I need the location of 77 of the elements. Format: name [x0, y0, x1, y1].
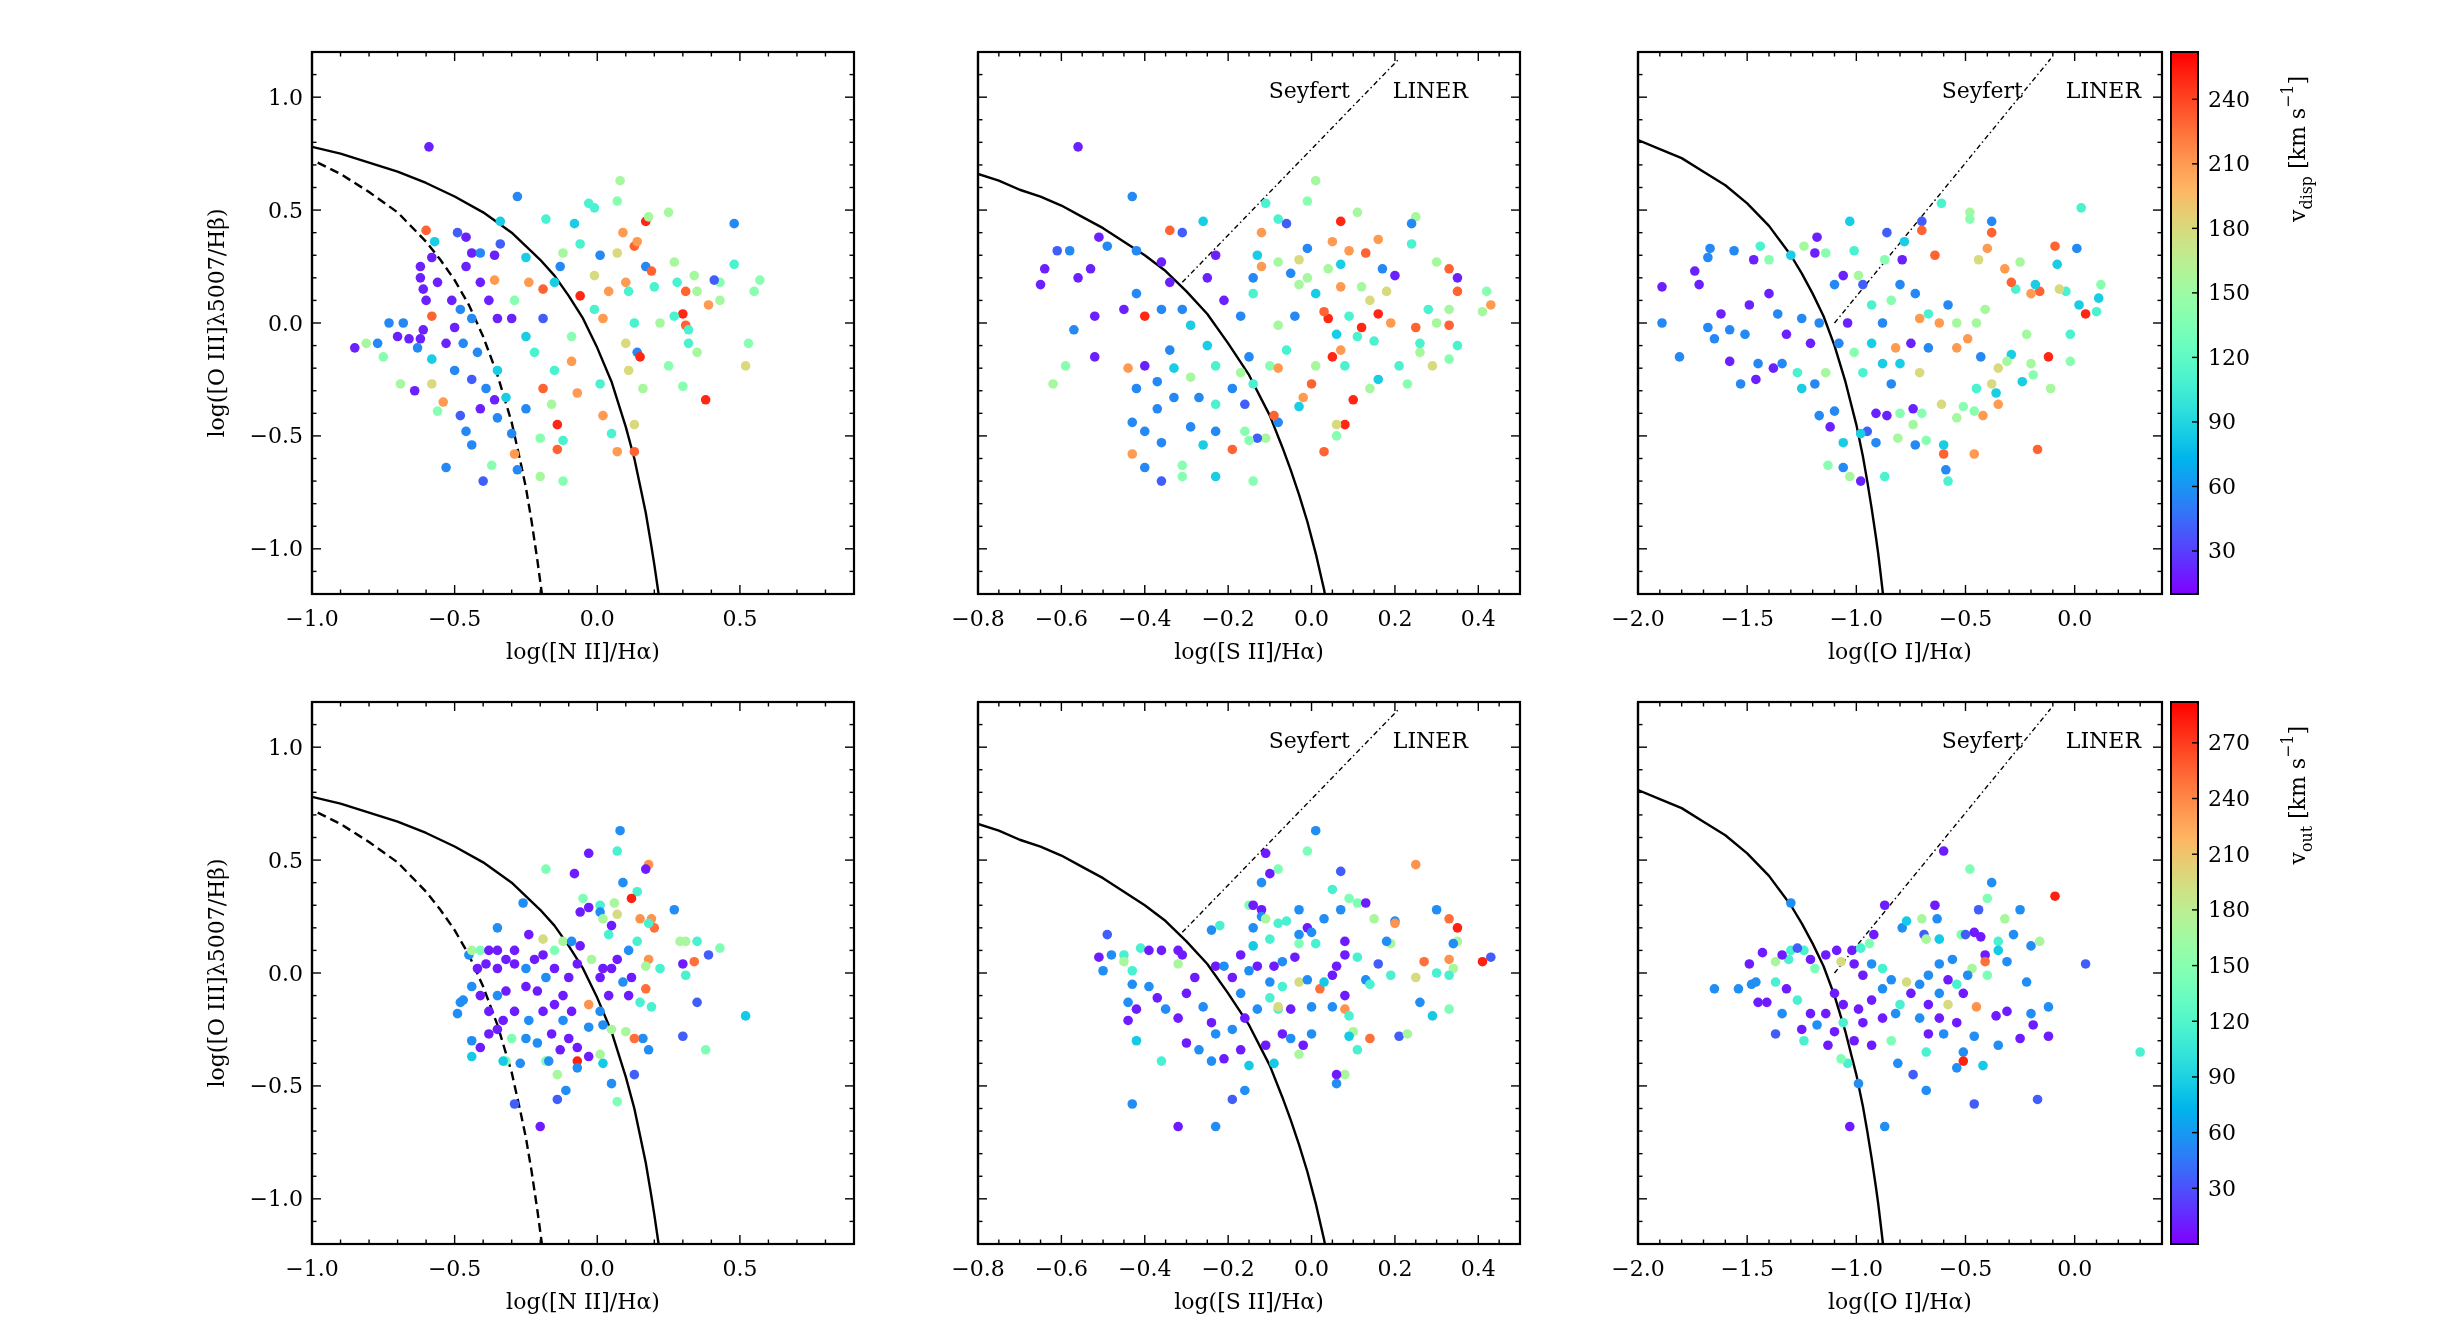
x-tick-label: −1.0 — [285, 1255, 339, 1281]
x-tick-label: −0.4 — [1118, 605, 1172, 631]
color-bar-label: 210 — [2208, 151, 2250, 177]
x-tick-label: 0.5 — [722, 605, 758, 631]
x-tick-label: 0.4 — [1460, 605, 1496, 631]
x-tick-label: −1.0 — [285, 605, 339, 631]
x-tick-label: −0.6 — [1034, 605, 1089, 631]
y-tick-label: −0.5 — [249, 1073, 303, 1099]
y-tick-label: −1.0 — [249, 1186, 303, 1212]
color-bar-label: 210 — [2208, 841, 2250, 867]
annotation: LINER — [1392, 727, 1470, 753]
color-bar-label: 60 — [2208, 1120, 2236, 1146]
x-tick-label: −0.5 — [1938, 605, 1993, 631]
color-bar-label: 150 — [2208, 280, 2250, 306]
x-axis-title: log([O I]/Hα) — [1828, 1288, 1972, 1314]
x-tick-label: −2.0 — [1611, 1255, 1665, 1281]
color-bar-label: 180 — [2208, 215, 2250, 241]
x-tick-label: −1.5 — [1720, 1255, 1774, 1281]
x-tick-label: 0.0 — [1294, 1255, 1330, 1281]
x-tick-label: 0.2 — [1377, 605, 1413, 631]
color-bar-label: 90 — [2208, 409, 2236, 435]
x-tick-label: −0.2 — [1201, 605, 1255, 631]
x-tick-label: −0.5 — [427, 605, 482, 631]
x-tick-label: −0.4 — [1118, 1255, 1172, 1281]
annotation: Seyfert — [1268, 77, 1350, 103]
x-axis-title: log([S II]/Hα) — [1174, 1288, 1324, 1314]
x-axis-title: log([N II]/Hα) — [506, 638, 660, 664]
y-tick-label: 0.0 — [268, 310, 303, 336]
y-tick-label: 0.5 — [268, 197, 303, 223]
color-bar-label: 150 — [2208, 953, 2250, 979]
x-tick-label: 0.5 — [722, 1255, 758, 1281]
x-axis-title: log([S II]/Hα) — [1174, 638, 1324, 664]
annotation: Seyfert — [1941, 727, 2023, 753]
x-tick-label: 0.0 — [2057, 1255, 2093, 1281]
y-tick-label: 0.5 — [268, 847, 303, 873]
x-tick-label: −0.8 — [951, 605, 1005, 631]
y-tick-label: 1.0 — [268, 734, 303, 760]
annotation: Seyfert — [1268, 727, 1350, 753]
annotation: LINER — [2065, 77, 2143, 103]
y-axis-title: log([O III]λ5007/Hβ) — [203, 858, 229, 1088]
annotation: LINER — [2065, 727, 2143, 753]
x-tick-label: 0.0 — [579, 605, 615, 631]
x-tick-label: −1.5 — [1720, 605, 1774, 631]
x-tick-label: −0.8 — [951, 1255, 1005, 1281]
color-bar-label: 240 — [2208, 786, 2250, 812]
x-tick-label: 0.2 — [1377, 1255, 1413, 1281]
color-bar-label: 30 — [2208, 538, 2236, 564]
x-tick-label: −1.0 — [1829, 1255, 1884, 1281]
line-series — [312, 145, 660, 594]
y-tick-label: −1.0 — [249, 536, 303, 562]
x-tick-label: −0.6 — [1034, 1255, 1089, 1281]
x-tick-label: −2.0 — [1611, 605, 1665, 631]
annotation: LINER — [1392, 77, 1470, 103]
color-bar-label: 60 — [2208, 473, 2236, 499]
color-bar-label: 180 — [2208, 897, 2250, 923]
x-tick-label: −0.2 — [1201, 1255, 1255, 1281]
x-tick-label: 0.0 — [579, 1255, 615, 1281]
x-tick-label: 0.0 — [1294, 605, 1330, 631]
color-bar-label: 120 — [2208, 344, 2250, 370]
color-bar-label: 120 — [2208, 1008, 2250, 1034]
color-bar-label: 30 — [2208, 1175, 2236, 1201]
color-bar-label: 270 — [2208, 730, 2250, 756]
x-tick-label: −0.5 — [427, 1255, 482, 1281]
x-axis-title: log([N II]/Hα) — [506, 1288, 660, 1314]
y-tick-label: −0.5 — [249, 423, 303, 449]
y-axis-title: log([O III]λ5007/Hβ) — [203, 208, 229, 438]
x-tick-label: −1.0 — [1829, 605, 1884, 631]
x-tick-label: 0.0 — [2057, 605, 2093, 631]
x-tick-label: 0.4 — [1460, 1255, 1496, 1281]
x-axis-title: log([O I]/Hα) — [1828, 638, 1972, 664]
color-bar-label: 240 — [2208, 86, 2250, 112]
y-tick-label: 1.0 — [268, 84, 303, 110]
line-series — [312, 795, 660, 1244]
x-tick-label: −0.5 — [1938, 1255, 1993, 1281]
y-tick-label: 0.0 — [268, 960, 303, 986]
color-bar-label: 90 — [2208, 1064, 2236, 1090]
annotation: Seyfert — [1941, 77, 2023, 103]
